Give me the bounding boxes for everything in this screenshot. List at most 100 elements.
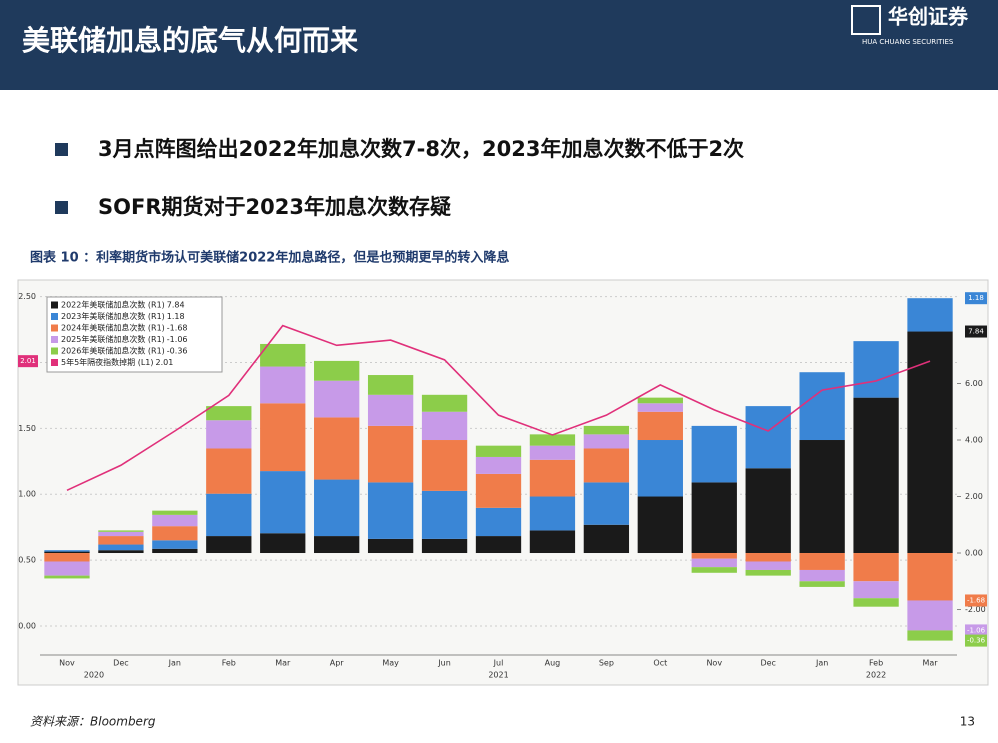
legend-swatch: [51, 336, 58, 343]
bar-segment: [421, 490, 468, 539]
bar-segment: [44, 561, 90, 576]
bar-segment: [367, 425, 414, 483]
bar-segment: [853, 598, 899, 607]
legend-swatch: [51, 359, 58, 366]
page-number: 13: [960, 715, 975, 729]
bar-segment: [367, 394, 414, 426]
bar-segment: [314, 479, 360, 537]
legend-box: [46, 296, 223, 373]
bar-segment: [529, 445, 576, 460]
bar-segment: [907, 600, 953, 631]
y-tick-label: 0.00: [18, 622, 36, 631]
bar-segment: [475, 507, 522, 537]
bar-segment: [475, 473, 522, 508]
bar-segment: [260, 366, 306, 404]
bar-segment: [637, 397, 683, 404]
bar-segment: [421, 440, 468, 491]
bar-segment: [475, 536, 522, 554]
legend-label: 2022年美联储加息次数 (R1): [61, 300, 165, 310]
bar-segment: [907, 331, 953, 554]
bar-segment: [206, 536, 252, 554]
bar-segment: [314, 380, 360, 418]
legend-label: 2026年美联储加息次数 (R1): [61, 346, 165, 356]
value-tag-label: -0.36: [967, 637, 986, 645]
x-year-label: 2020: [84, 671, 104, 680]
bar-segment: [799, 372, 845, 441]
x-tick-label: Mar: [275, 659, 291, 668]
bar-segment: [853, 581, 899, 599]
bar-segment: [152, 510, 198, 515]
bar-segment: [44, 575, 90, 579]
legend-swatch: [51, 313, 58, 320]
bar-segment: [475, 445, 522, 457]
value-tag: [965, 292, 987, 305]
bar-segment: [799, 553, 845, 570]
x-tick-label: Dec: [760, 659, 775, 668]
bar-segment: [691, 558, 737, 568]
x-tick-label: Jan: [168, 659, 181, 668]
bar-segment: [745, 406, 791, 469]
legend-value: 2.01: [156, 358, 174, 367]
bar-segment: [907, 298, 953, 332]
bar-segment: [691, 482, 737, 554]
x-tick-label: Nov: [59, 659, 75, 668]
x-tick-label: Apr: [330, 659, 345, 668]
value-tag-label: 2.01: [20, 357, 36, 365]
bar-segment: [367, 538, 414, 554]
bar-segment: [799, 581, 845, 587]
bar-segment: [637, 411, 683, 441]
legend-value: -1.68: [167, 324, 188, 333]
bar-segment: [637, 440, 683, 497]
bar-segment: [98, 536, 144, 545]
legend-swatch: [51, 301, 58, 309]
bar-segment: [745, 553, 791, 562]
bar-segment: [98, 531, 144, 537]
bar-segment: [583, 482, 630, 525]
legend-label: 2025年美联储加息次数 (R1): [61, 334, 165, 344]
bar-segment: [44, 551, 90, 554]
value-tag-label: 7.84: [968, 328, 984, 336]
y2-tick-label: -2.00: [965, 605, 986, 614]
bar-segment: [853, 553, 899, 582]
bar-segment: [853, 341, 899, 398]
value-tag: [965, 634, 987, 647]
bullet: 3月点阵图给出2022年加息次数7-8次，2023年加息次数不低于2次: [98, 137, 744, 161]
bar-segment: [853, 397, 899, 554]
bar-segment: [475, 456, 522, 474]
logo: 华创证券: [888, 5, 969, 29]
bar-segment: [529, 530, 576, 554]
bar-segment: [583, 425, 630, 435]
y-tick-label: 2.50: [18, 292, 36, 301]
y-tick-label: 0.50: [18, 556, 36, 565]
value-tag-label: -1.68: [967, 596, 985, 604]
logo-icon: [851, 5, 881, 35]
bar-segment: [421, 538, 468, 554]
figure-caption: 图表 10 ：利率期货市场认可美联储2022年加息路径，但是也预期更早的转入降息: [30, 250, 509, 266]
header-bar: [0, 0, 998, 90]
x-tick-label: May: [382, 659, 399, 668]
bar-segment: [314, 417, 360, 480]
x-tick-label: Oct: [653, 659, 667, 668]
x-tick-label: Nov: [706, 659, 722, 668]
bar-segment: [98, 530, 144, 532]
bar-segment: [206, 493, 252, 537]
bar-segment: [367, 482, 414, 539]
bar-segment: [745, 468, 791, 554]
x-tick-label: Jan: [815, 659, 828, 668]
bar-segment: [367, 375, 414, 395]
bar-segment: [206, 406, 252, 421]
legend-label: 2023年美联储加息次数 (R1): [61, 311, 165, 321]
bar-segment: [799, 440, 845, 554]
legend-value: -1.06: [167, 335, 188, 344]
bar-segment: [421, 394, 468, 412]
x-tick-label: Jun: [437, 659, 451, 668]
bar-segment: [907, 630, 953, 641]
bar-segment: [421, 411, 468, 441]
bar-segment: [152, 548, 198, 554]
bar-segment: [583, 448, 630, 483]
legend-value: 7.84: [167, 301, 185, 310]
y2-tick-label: 4.00: [965, 436, 983, 445]
y2-tick-label: 0.00: [965, 549, 983, 558]
bar-segment: [637, 403, 683, 412]
